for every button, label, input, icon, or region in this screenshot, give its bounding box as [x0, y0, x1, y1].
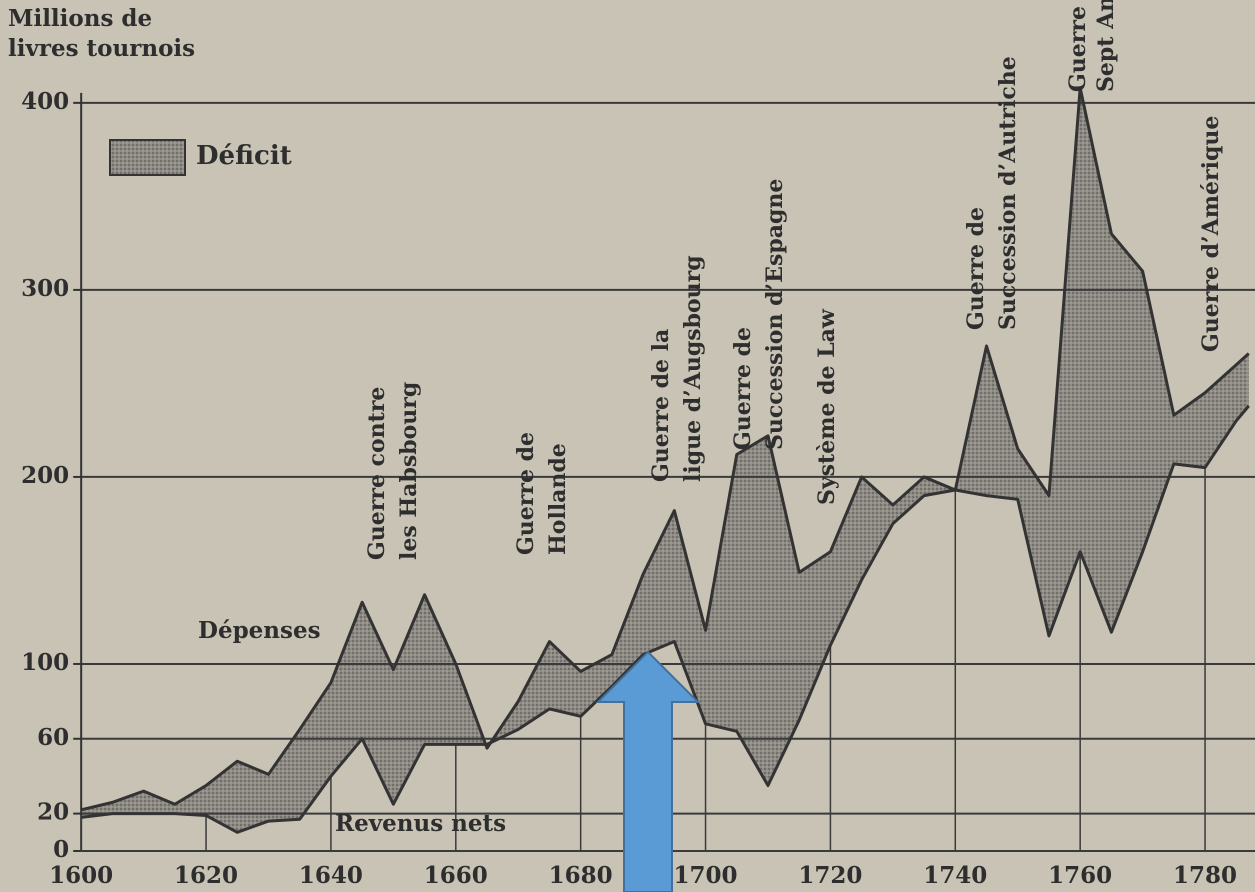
series-line — [80, 404, 1250, 834]
x-tick-label: 1640 — [299, 862, 363, 889]
annotation: Succession d’Espagne — [762, 179, 788, 450]
annotation: Guerre de — [1065, 0, 1091, 92]
y-tick-label: 60 — [37, 724, 69, 751]
deficit-area — [81, 87, 1249, 833]
arrow — [595, 650, 701, 892]
x-tick-label: 1740 — [923, 862, 987, 889]
y-axis-title: Millions de — [8, 5, 152, 32]
x-tick-label: 1760 — [1048, 862, 1112, 889]
series-line — [80, 86, 1250, 812]
x-tick-label: 1700 — [674, 862, 738, 889]
x-tick-label: 1620 — [174, 862, 238, 889]
annotation: Guerre de — [730, 327, 756, 450]
y-tick-label: 20 — [37, 799, 69, 826]
x-tick-label: 1660 — [424, 862, 488, 889]
x-tick-label: 1720 — [798, 862, 862, 889]
annotation: les Habsbourg — [396, 382, 422, 560]
y-tick-label: 0 — [53, 836, 69, 863]
y-tick-label: 300 — [21, 275, 69, 302]
annotation: Guerre de — [963, 207, 989, 330]
series-label: Revenus nets — [335, 810, 506, 837]
annotation: Guerre d’Amérique — [1198, 116, 1224, 352]
annotation: Succession d’Autriche — [995, 56, 1021, 330]
x-tick-label: 1680 — [549, 862, 613, 889]
legend-swatch — [109, 139, 186, 176]
y-tick-label: 400 — [21, 88, 69, 115]
series-label: Dépenses — [198, 617, 321, 644]
annotation: Guerre de la — [648, 329, 674, 482]
annotation: Hollande — [545, 443, 571, 555]
legend-label: Déficit — [196, 141, 292, 171]
y-tick-label: 100 — [21, 649, 69, 676]
y-axis-title: livres tournois — [8, 35, 195, 62]
annotation: ligue d’Augsbourg — [680, 255, 706, 482]
annotation: Guerre de — [513, 432, 539, 555]
annotation: Sept Ans — [1093, 0, 1119, 92]
annotation: Système de Law — [814, 308, 840, 505]
y-tick-label: 200 — [21, 462, 69, 489]
x-tick-label: 1780 — [1173, 862, 1237, 889]
x-tick-label: 1600 — [49, 862, 113, 889]
annotation: Guerre contre — [364, 387, 390, 560]
